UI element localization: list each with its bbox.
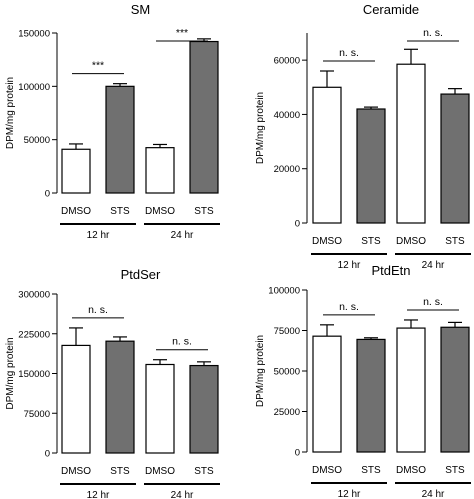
group-label: 24 hr (171, 490, 194, 499)
panel-ptdetn: PtdEtn 0 25000 50000 75000 100000 DPM/mg prote… (255, 263, 471, 499)
y-axis-label: DPM/mg protein (5, 337, 16, 409)
category-label: DMSO (396, 236, 426, 247)
bar (440, 93, 470, 224)
bar (189, 40, 219, 194)
bar (356, 108, 386, 224)
category-label: STS (361, 465, 381, 476)
category-label: DMSO (61, 206, 91, 217)
y-tick-label: 0 (295, 219, 300, 230)
y-tick-label: 20000 (274, 164, 300, 175)
y-tick-label: 50000 (24, 135, 50, 146)
significance-label: n. s. (339, 47, 359, 59)
chart-title: PtdEtn (371, 263, 410, 278)
panel-ptdser: PtdSer 0 75000 150000 225000 300000 DPM/mg pro… (5, 267, 220, 499)
y-tick-label: 0 (45, 449, 50, 460)
bar (396, 63, 426, 224)
significance-label: *** (176, 27, 188, 39)
chart-title: Ceramide (363, 2, 419, 17)
bar (312, 335, 342, 453)
bar (440, 326, 470, 453)
y-tick-label: 60000 (274, 56, 300, 67)
y-axis-label: DPM/mg protein (5, 77, 16, 149)
y-tick-label: 0 (45, 189, 50, 200)
y-axis-label: DPM/mg protein (255, 92, 266, 164)
bar (105, 85, 135, 194)
group-label: 12 hr (87, 230, 110, 241)
bar (61, 148, 91, 194)
group-label: 24 hr (422, 489, 445, 499)
group-label: 12 hr (87, 490, 110, 499)
category-label: DMSO (61, 466, 91, 477)
y-tick-label: 100000 (18, 82, 50, 93)
category-label: STS (445, 465, 465, 476)
significance-label: n. s. (339, 301, 359, 313)
category-label: STS (445, 236, 465, 247)
category-label: DMSO (145, 206, 175, 217)
y-tick-label: 150000 (18, 29, 50, 40)
bar (145, 363, 175, 454)
significance-label: n. s. (88, 304, 108, 316)
y-tick-label: 50000 (274, 367, 300, 378)
y-tick-label: 150000 (18, 369, 50, 380)
bar (61, 344, 91, 454)
bar (396, 327, 426, 453)
chart-title: SM (131, 2, 151, 17)
panel-sm: SM 0 50000 100000 150000 DPM/mg protein DMSO ST… (5, 2, 220, 241)
y-tick-label: 100000 (268, 286, 300, 297)
category-label: STS (194, 466, 214, 477)
bar (356, 338, 386, 453)
bar (189, 364, 219, 454)
group-label: 24 hr (171, 230, 194, 241)
significance-label: n. s. (172, 336, 192, 348)
y-tick-label: 225000 (18, 329, 50, 340)
category-label: STS (110, 466, 130, 477)
significance-label: n. s. (423, 27, 443, 39)
y-tick-label: 300000 (18, 290, 50, 301)
category-label: DMSO (312, 236, 342, 247)
category-label: STS (110, 206, 130, 217)
group-label: 12 hr (338, 260, 361, 271)
panel-ceramide: Ceramide 0 20000 40000 60000 DPM/mg protein DM… (255, 2, 471, 271)
category-label: DMSO (312, 465, 342, 476)
category-label: DMSO (396, 465, 426, 476)
y-axis-label: DPM/mg protein (255, 335, 266, 407)
category-label: STS (194, 206, 214, 217)
bar (105, 340, 135, 454)
category-label: DMSO (145, 466, 175, 477)
group-label: 24 hr (422, 260, 445, 271)
y-tick-label: 0 (295, 448, 300, 459)
y-tick-label: 75000 (24, 409, 50, 420)
y-tick-label: 25000 (274, 407, 300, 418)
significance-label: *** (92, 60, 104, 72)
y-tick-label: 75000 (274, 326, 300, 337)
chart-title: PtdSer (121, 267, 161, 282)
group-label: 12 hr (338, 489, 361, 499)
bar (312, 86, 342, 224)
category-label: STS (361, 236, 381, 247)
y-tick-label: 40000 (274, 110, 300, 121)
bar (145, 147, 175, 194)
significance-label: n. s. (423, 296, 443, 308)
